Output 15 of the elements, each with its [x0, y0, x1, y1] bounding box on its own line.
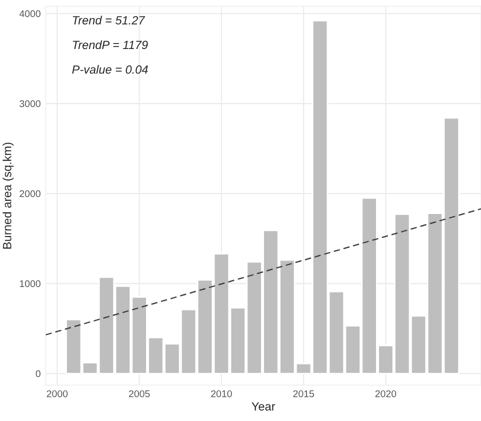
annotation: TrendP = 1179 — [72, 40, 148, 50]
y-tick-label: 2000 — [20, 190, 40, 198]
x-axis-title: Year — [252, 402, 276, 411]
y-tick-label: 1000 — [20, 280, 40, 288]
annotation: Trend = 51.27 — [72, 16, 146, 24]
annotation: P-value = 0.04 — [72, 65, 148, 74]
x-tick-label: 2005 — [129, 390, 150, 398]
y-tick-label: 4000 — [19, 10, 40, 18]
y-tick-label: 0 — [36, 370, 40, 378]
x-tick-label: 2015 — [293, 390, 314, 398]
y-tick-label: 3000 — [20, 100, 40, 108]
x-tick-label: 2000 — [46, 390, 68, 398]
y-axis-title: Burned area (sq.km) — [2, 142, 14, 249]
x-tick-label: 2020 — [375, 390, 396, 398]
x-tick-label: 2010 — [211, 390, 232, 398]
